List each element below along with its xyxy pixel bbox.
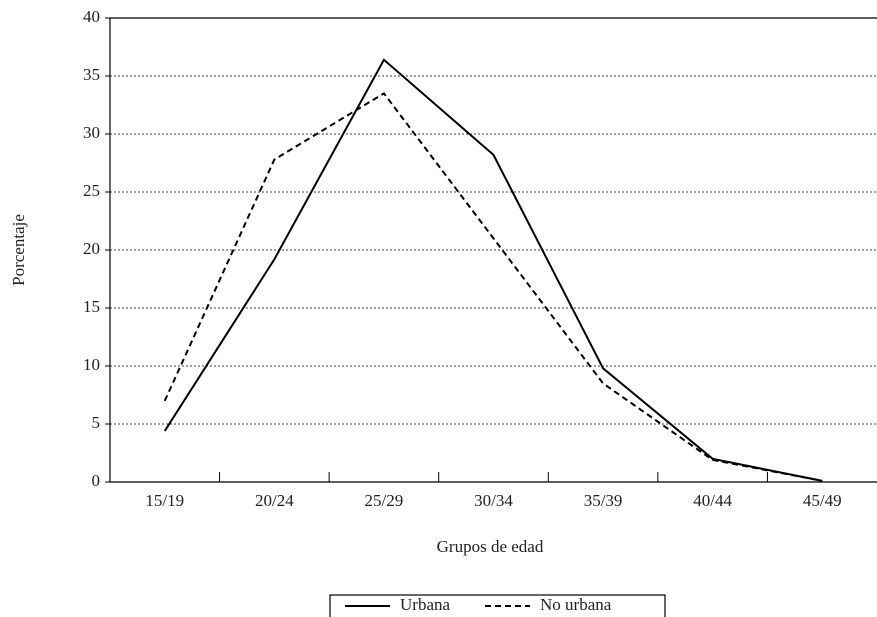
y-tick-label: 30	[83, 123, 100, 142]
x-tick-label: 25/29	[365, 491, 404, 510]
x-tick-label: 40/44	[693, 491, 732, 510]
series-line	[163, 92, 823, 482]
x-tick-label: 30/34	[474, 491, 513, 510]
y-tick-label: 25	[83, 181, 100, 200]
legend-box	[329, 594, 666, 617]
x-tick-label: 20/24	[255, 491, 294, 510]
x-tick-label: 35/39	[584, 491, 623, 510]
x-tick-label: 15/19	[145, 491, 184, 510]
legend-label: No urbana	[540, 595, 612, 614]
y-tick-label: 5	[92, 413, 101, 432]
y-tick-label: 10	[83, 355, 100, 374]
y-tick-label: 15	[83, 297, 100, 316]
legend-label: Urbana	[400, 595, 450, 614]
y-tick-label: 0	[92, 471, 101, 490]
y-axis-label: Porcentaje	[9, 214, 28, 286]
x-axis-label: Grupos de edad	[437, 537, 544, 556]
y-tick-label: 40	[83, 7, 100, 26]
y-tick-label: 20	[83, 239, 100, 258]
y-tick-label: 35	[83, 65, 100, 84]
x-tick-label: 45/49	[803, 491, 842, 510]
series-line	[163, 58, 823, 482]
